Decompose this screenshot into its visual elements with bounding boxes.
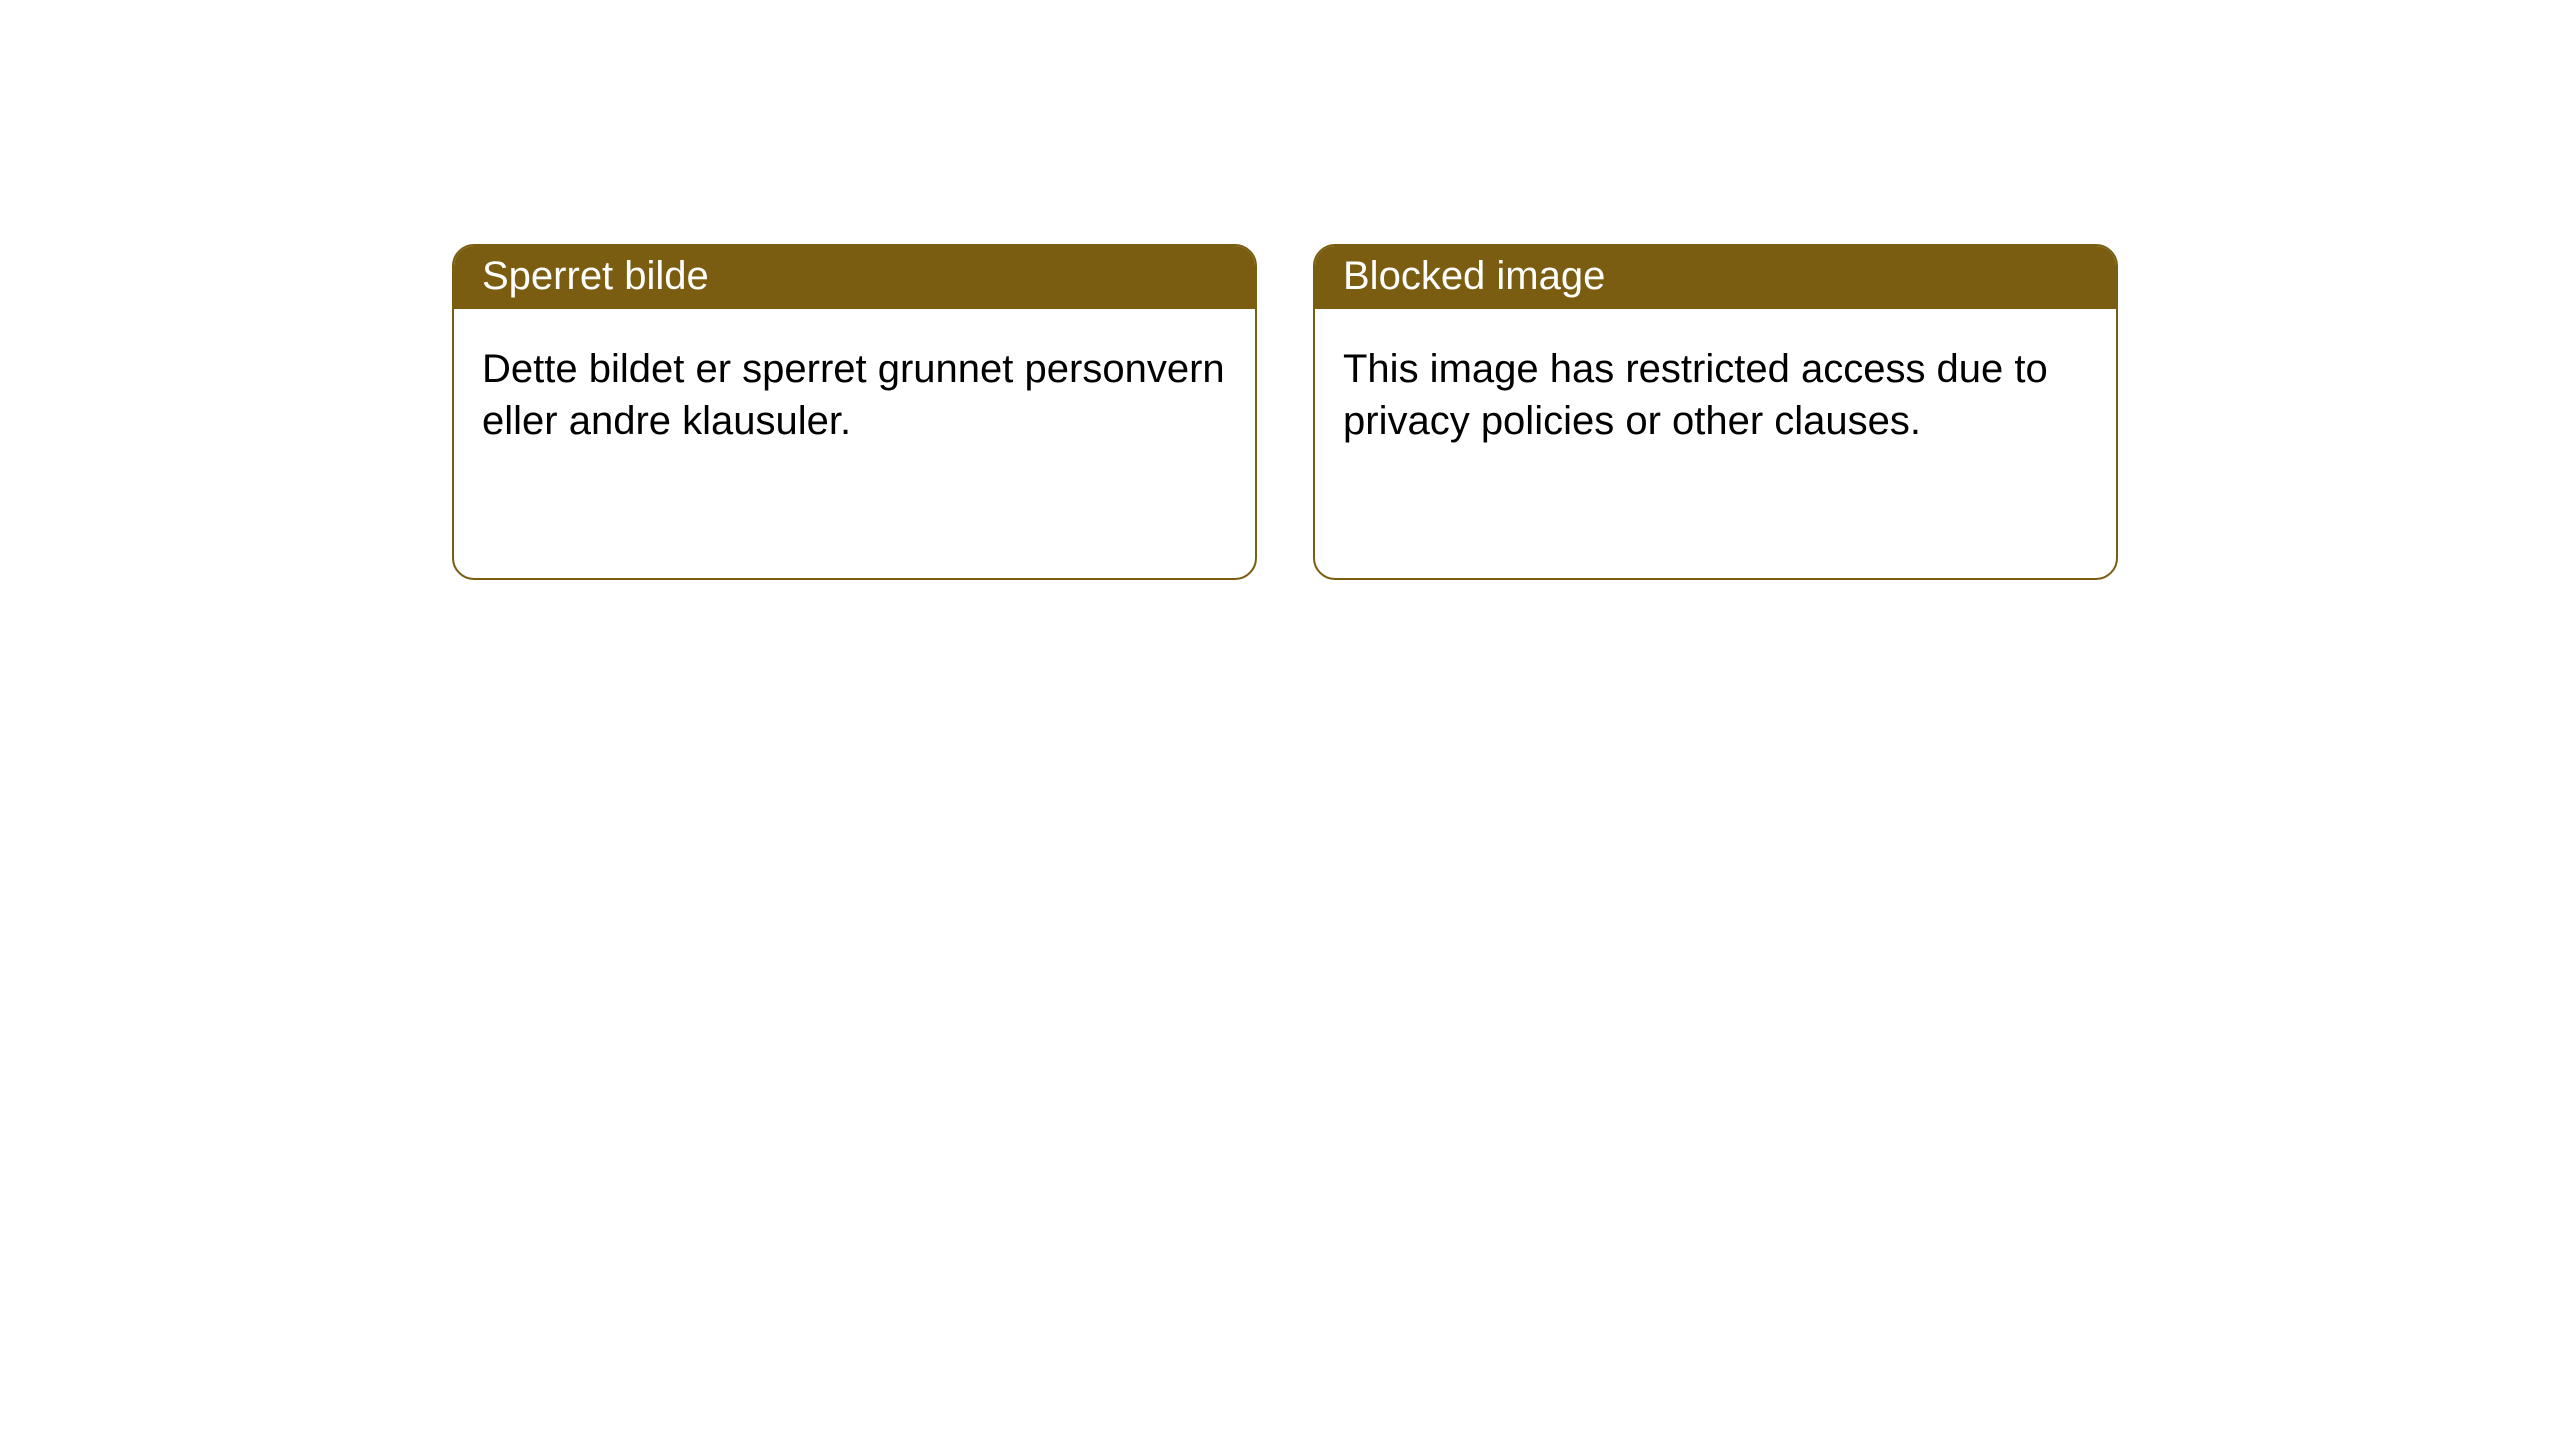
notice-card-norwegian: Sperret bilde Dette bildet er sperret gr…	[452, 244, 1257, 580]
notice-container: Sperret bilde Dette bildet er sperret gr…	[0, 0, 2560, 580]
notice-card-english: Blocked image This image has restricted …	[1313, 244, 2118, 580]
notice-body: Dette bildet er sperret grunnet personve…	[454, 309, 1255, 481]
notice-header: Blocked image	[1315, 246, 2116, 309]
notice-title: Sperret bilde	[482, 254, 709, 298]
notice-header: Sperret bilde	[454, 246, 1255, 309]
notice-body-text: This image has restricted access due to …	[1343, 347, 2048, 443]
notice-body-text: Dette bildet er sperret grunnet personve…	[482, 347, 1225, 443]
notice-title: Blocked image	[1343, 254, 1605, 298]
notice-body: This image has restricted access due to …	[1315, 309, 2116, 481]
